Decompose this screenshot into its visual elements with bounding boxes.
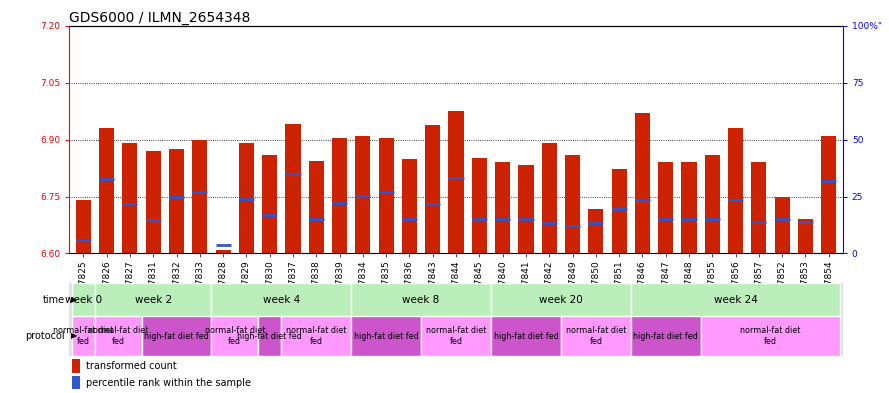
Bar (705, 155, 720, 253)
Bar (72, 376, 80, 389)
Bar (332, 138, 347, 253)
Bar (215, 250, 230, 253)
Bar (95, 316, 141, 356)
Text: week 8: week 8 (403, 295, 440, 305)
Bar (402, 158, 417, 253)
Bar (561, 316, 631, 356)
Text: high-fat diet fed: high-fat diet fed (144, 332, 209, 340)
Bar (95, 283, 212, 316)
Text: transformed count: transformed count (86, 361, 177, 371)
Bar (728, 128, 743, 253)
Bar (472, 158, 487, 253)
Bar (495, 162, 510, 253)
Bar (751, 162, 766, 253)
Bar (658, 162, 673, 253)
Bar (541, 143, 557, 253)
Text: time: time (43, 295, 65, 305)
Bar (379, 138, 394, 253)
Text: normal-fat diet
fed: normal-fat diet fed (426, 326, 486, 346)
Bar (258, 316, 281, 356)
Bar (123, 143, 138, 253)
Text: ▶: ▶ (71, 332, 77, 340)
Bar (518, 165, 533, 253)
Bar (146, 151, 161, 253)
Bar (448, 111, 464, 253)
Bar (99, 128, 114, 253)
Bar (72, 316, 95, 356)
Text: week 2: week 2 (134, 295, 172, 305)
Bar (308, 161, 324, 253)
Bar (239, 143, 254, 253)
Text: high-fat diet fed: high-fat diet fed (354, 332, 419, 340)
Bar (281, 316, 351, 356)
Text: ▶: ▶ (71, 295, 77, 304)
Bar (589, 209, 604, 253)
Text: high-fat diet fed: high-fat diet fed (237, 332, 302, 340)
Bar (351, 283, 491, 316)
Text: GDS6000 / ILMN_2654348: GDS6000 / ILMN_2654348 (69, 11, 251, 24)
Bar (212, 316, 258, 356)
Text: week 24: week 24 (714, 295, 757, 305)
Text: week 4: week 4 (263, 295, 300, 305)
Bar (798, 219, 813, 253)
Bar (262, 155, 277, 253)
Bar (565, 156, 581, 253)
Bar (192, 140, 207, 253)
Bar (212, 283, 351, 316)
Bar (491, 316, 561, 356)
Bar (421, 316, 491, 356)
Bar (491, 283, 631, 316)
Bar (76, 200, 91, 253)
Bar (631, 283, 840, 316)
Bar (635, 113, 650, 253)
Text: normal-fat diet
fed: normal-fat diet fed (741, 326, 801, 346)
Text: percentile rank within the sample: percentile rank within the sample (86, 378, 252, 387)
Bar (356, 136, 371, 253)
Text: normal-fat diet
fed: normal-fat diet fed (565, 326, 626, 346)
Bar (169, 149, 184, 253)
Bar (774, 196, 789, 253)
Text: normal-fat diet
fed: normal-fat diet fed (53, 326, 114, 346)
Bar (351, 316, 421, 356)
Bar (682, 162, 697, 253)
Text: protocol: protocol (25, 331, 65, 341)
Text: week 20: week 20 (539, 295, 583, 305)
Text: high-fat diet fed: high-fat diet fed (633, 332, 698, 340)
Bar (631, 316, 701, 356)
Text: normal-fat diet
fed: normal-fat diet fed (204, 326, 265, 346)
Text: normal-fat diet
fed: normal-fat diet fed (286, 326, 347, 346)
Bar (425, 125, 440, 253)
Bar (72, 283, 95, 316)
Bar (701, 316, 840, 356)
Text: normal-fat diet
fed: normal-fat diet fed (88, 326, 148, 346)
Bar (141, 316, 212, 356)
Bar (612, 169, 627, 253)
Text: week 0: week 0 (65, 295, 102, 305)
Bar (285, 124, 300, 253)
Bar (821, 136, 837, 253)
Text: high-fat diet fed: high-fat diet fed (493, 332, 558, 340)
Bar (72, 359, 80, 373)
